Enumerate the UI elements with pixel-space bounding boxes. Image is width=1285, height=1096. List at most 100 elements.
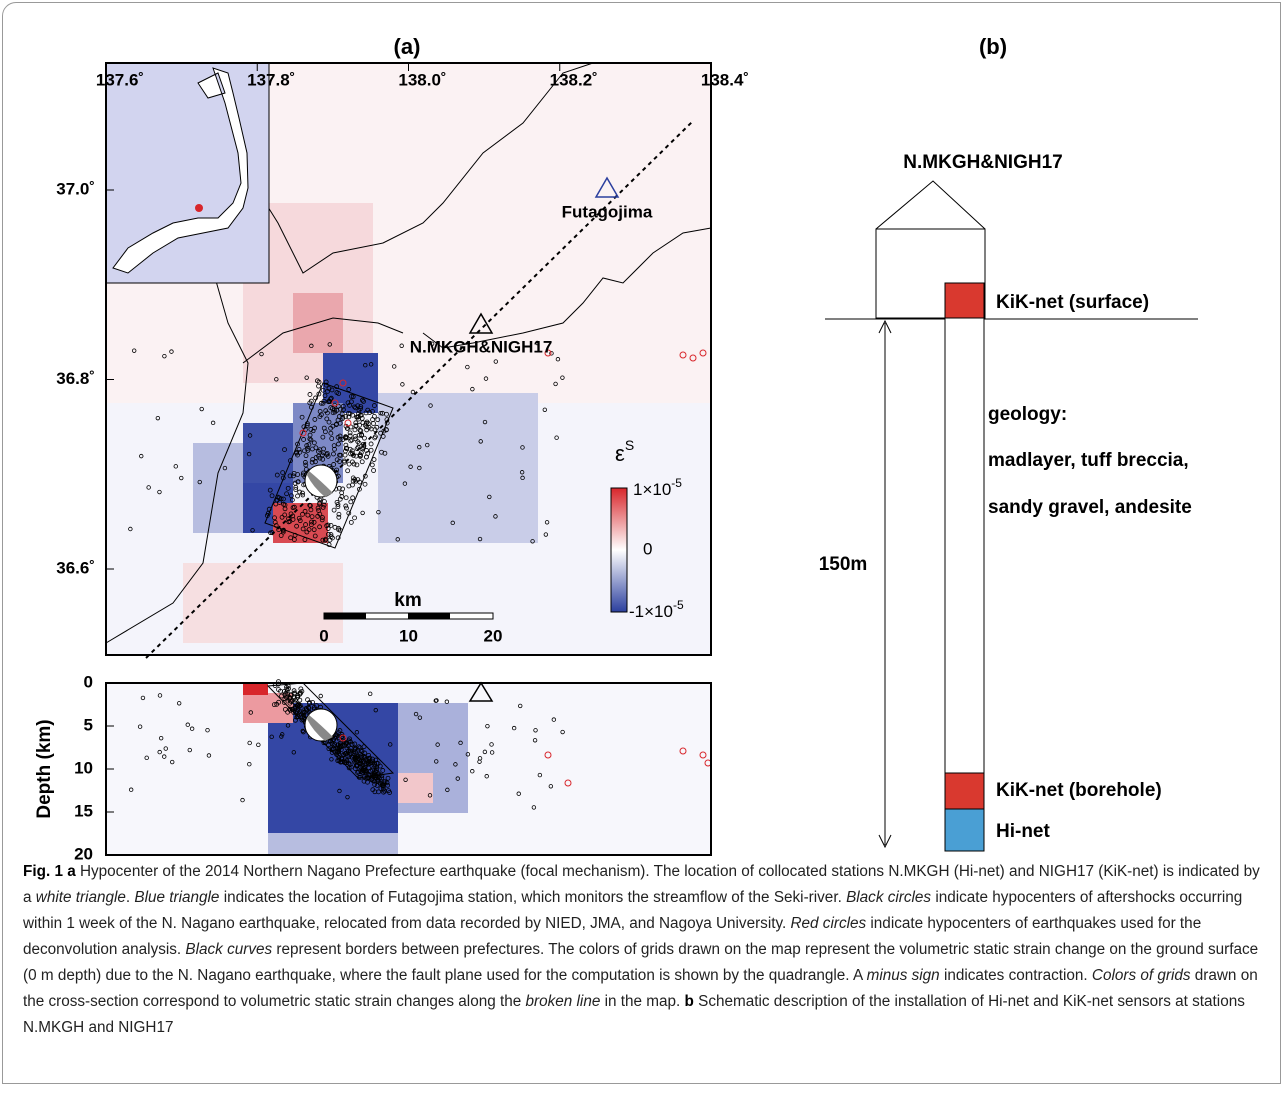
hypocenter-marker (371, 421, 376, 426)
hypocenter-marker (336, 736, 342, 742)
hypocenter-marker (482, 749, 488, 755)
hypocenter-marker (543, 532, 549, 537)
hypocenter-marker-red (679, 747, 687, 755)
hypocenter-marker (364, 768, 370, 774)
hypocenter-marker (365, 779, 370, 785)
hypocenter-marker-red (544, 349, 552, 357)
hypocenter-marker (307, 502, 313, 508)
hypocenter-marker (285, 683, 291, 689)
hypocenter-marker (453, 762, 458, 767)
hypocenter-marker (329, 387, 335, 393)
hypocenter-marker (372, 403, 377, 408)
hypocenter-marker (359, 766, 365, 772)
hypocenter-marker (317, 501, 322, 507)
hypocenter-marker (340, 414, 346, 420)
hypocenter-marker (128, 526, 133, 532)
hypocenter-marker (173, 464, 178, 469)
hypocenter-marker (477, 536, 483, 542)
hypocenter-marker (279, 693, 284, 699)
hypocenter-marker (304, 375, 309, 380)
hypocenter-marker (427, 793, 433, 798)
caption-segment: Black curves (185, 941, 273, 958)
hypocenter-marker (330, 737, 336, 742)
hypocenter-marker (363, 410, 369, 416)
hypocenter-marker (282, 706, 288, 712)
caption-segment: Blue triangle (134, 889, 220, 906)
hypocenter-marker (316, 508, 322, 513)
hypocenter-marker (353, 749, 358, 755)
hypocenter-marker (455, 776, 460, 781)
label-base: -1×10 (629, 602, 673, 621)
hypocenter-marker (146, 485, 151, 490)
hypocenter-marker (384, 780, 390, 786)
hypocenter-marker (335, 535, 341, 541)
depth-tick-label: 15 (74, 801, 93, 820)
hypocenter-marker (352, 755, 358, 761)
hypocenter-marker (346, 510, 352, 516)
hypocenter-marker (295, 441, 300, 447)
hypocenter-marker (354, 763, 360, 768)
hypocenter-marker (222, 465, 228, 471)
hypocenter-marker (281, 496, 286, 502)
station-triangle (468, 312, 494, 334)
station-label: N.MKGH&NIGH17 (903, 152, 1062, 173)
hypocenter-marker (336, 391, 342, 396)
hypocenter-marker (386, 788, 391, 794)
hypocenter-marker (368, 441, 374, 447)
hypocenter-marker (247, 433, 253, 438)
hypocenter-marker-red (331, 399, 339, 407)
hypocenter-marker (335, 504, 341, 510)
colorbar (610, 487, 628, 613)
hypocenter-marker (535, 340, 540, 346)
hypocenter-marker (520, 475, 525, 481)
hypocenter-marker (360, 397, 365, 403)
caption-segment: . (125, 889, 135, 906)
hypocenter-marker (373, 757, 379, 763)
hypocenter-marker (381, 789, 386, 795)
hypocenter-marker (317, 524, 323, 530)
hypocenter-marker (326, 746, 332, 752)
hypocenter-marker (329, 757, 334, 762)
strain-patch (243, 693, 293, 723)
hypocenter-marker (170, 759, 175, 765)
hypocenter-marker (315, 449, 321, 454)
hypocenter-marker (320, 505, 326, 510)
hypocenter-marker (369, 462, 375, 468)
hypocenter-marker (542, 407, 548, 412)
hypocenter-marker (337, 788, 342, 794)
strain-patch (268, 833, 398, 855)
hypocenter-marker (350, 394, 356, 400)
hypocenter-marker (399, 343, 404, 348)
hypocenter-marker (355, 403, 361, 409)
hypocenter-marker (548, 784, 554, 789)
figure-caption: Fig. 1 a Hypocenter of the 2014 Northern… (23, 859, 1268, 1041)
hypocenter-marker (187, 747, 192, 753)
hypocenter-marker (296, 446, 302, 452)
geology-label: madlayer, tuff breccia, (988, 450, 1189, 471)
hypocenter-marker (530, 539, 535, 544)
hypocenter-marker (336, 745, 342, 750)
hypocenter-marker (363, 769, 369, 775)
hypocenter-marker (316, 383, 321, 389)
hypocenter-marker (320, 434, 326, 440)
hypocenter-marker (357, 413, 363, 418)
hypocenter-marker (551, 717, 557, 722)
hypocenter-marker (321, 499, 327, 504)
hypocenter-marker (373, 434, 378, 440)
hypocenter-marker (346, 461, 352, 467)
hypocenter-marker (325, 389, 331, 394)
hypocenter-marker-red (689, 354, 697, 362)
depth-tick-label: 0 (84, 672, 93, 691)
hypocenter-marker (342, 760, 348, 765)
hypocenter-marker (331, 462, 337, 467)
hypocenter-marker (265, 510, 271, 516)
lat-tick-label: 36.6˚ (56, 558, 95, 577)
hypocenter-marker (162, 353, 167, 359)
hypocenter-marker (317, 414, 323, 420)
sensor-label: Hi-net (996, 821, 1051, 842)
hypocenter-marker (185, 722, 190, 727)
lat-tick-label: 36.8˚ (56, 369, 95, 388)
hypocenter-marker (189, 726, 195, 731)
caption-segment: in the map. (600, 993, 685, 1010)
hypocenter-marker (380, 768, 386, 773)
